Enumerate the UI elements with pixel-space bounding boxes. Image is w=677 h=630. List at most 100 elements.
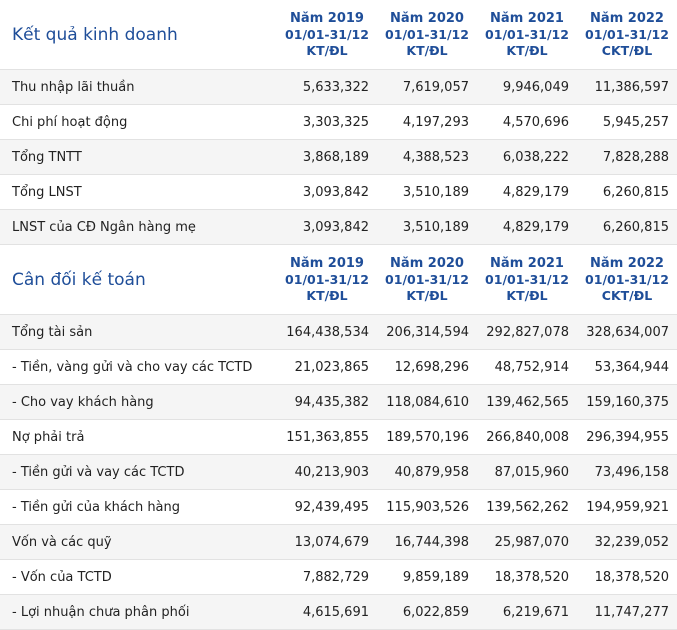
row-value: 5,945,257 [577,104,677,140]
row-value: 18,378,520 [577,559,677,595]
row-value: 296,394,955 [577,419,677,455]
column-header-year: Năm 2019 [290,10,364,26]
row-value: 48,752,914 [477,349,577,385]
table-row: Tổng TNTT 3,868,189 4,388,523 6,038,222 7,82… [0,139,677,175]
row-value: 40,213,903 [277,454,377,490]
table-row: - Cho vay khách hàng 94,435,382 118,084,61… [0,384,677,420]
column-header-period: 01/01-31/12 [485,271,569,287]
column-header-type: KT/ĐL [506,287,548,303]
table-row: - Tiền gửi của khách hàng 92,439,495 115,9… [0,489,677,525]
row-label: - Tiền gửi và vay các TCTD [0,454,277,490]
balance-header-row: Cân đối kế toán Năm 2019 01/01-31/12 KT/ĐL N… [0,244,677,315]
row-value: 9,946,049 [477,69,577,105]
table-row: Nợ phải trả 151,363,855 189,570,196 266,840… [0,419,677,455]
column-header-type: KT/ĐL [506,42,548,58]
row-value: 7,882,729 [277,559,377,595]
row-value: 6,022,859 [377,594,477,630]
row-value: 118,084,610 [377,384,477,420]
row-value: 151,363,855 [277,419,377,455]
row-value: 4,570,696 [477,104,577,140]
column-header-type: CKT/ĐL [601,42,653,58]
row-value: 4,829,179 [477,174,577,210]
table-row: Tổng LNST 3,093,842 3,510,189 4,829,179 6,26… [0,174,677,210]
column-header-type: KT/ĐL [406,42,448,58]
row-value: 139,462,565 [477,384,577,420]
column-header-year: Năm 2022 [590,10,664,26]
column-header: Năm 2019 01/01-31/12 KT/ĐL [277,0,377,70]
row-value: 115,903,526 [377,489,477,525]
row-value: 4,197,293 [377,104,477,140]
table-row: Thu nhập lãi thuần 5,633,322 7,619,057 9,94… [0,69,677,105]
row-value: 6,260,815 [577,209,677,245]
column-header-year: Năm 2020 [390,10,464,26]
table-row: Tổng tài sản 164,438,534 206,314,594 292,82… [0,314,677,350]
row-label: - Cho vay khách hàng [0,384,277,420]
row-value: 6,219,671 [477,594,577,630]
row-value: 16,744,398 [377,524,477,560]
row-value: 94,435,382 [277,384,377,420]
column-header: Năm 2021 01/01-31/12 KT/ĐL [477,0,577,70]
column-header: Năm 2020 01/01-31/12 KT/ĐL [377,244,477,315]
column-header: Năm 2021 01/01-31/12 KT/ĐL [477,244,577,315]
balance-section-title: Cân đối kế toán [0,244,277,315]
row-label: Tổng tài sản [0,314,277,350]
row-value: 21,023,865 [277,349,377,385]
row-value: 164,438,534 [277,314,377,350]
row-value: 53,364,944 [577,349,677,385]
table-row: - Tiền gửi và vay các TCTD 40,213,903 40,8… [0,454,677,490]
column-header: Năm 2022 01/01-31/12 CKT/ĐL [577,244,677,315]
row-value: 9,859,189 [377,559,477,595]
row-value: 6,260,815 [577,174,677,210]
row-label: - Tiền, vàng gửi và cho vay các TCTD [0,349,277,385]
row-value: 3,093,842 [277,209,377,245]
income-header-row: Kết quả kinh doanh Năm 2019 01/01-31/12 KT/… [0,0,677,70]
row-label: - Lợi nhuận chưa phân phối [0,594,277,630]
table-row: - Vốn của TCTD 7,882,729 9,859,189 18,378,5… [0,559,677,595]
column-header-period: 01/01-31/12 [285,26,369,42]
column-header-year: Năm 2022 [590,255,664,271]
table-row: - Lợi nhuận chưa phân phối 4,615,691 6,022… [0,594,677,630]
row-value: 139,562,262 [477,489,577,525]
row-value: 194,959,921 [577,489,677,525]
row-label: Thu nhập lãi thuần [0,69,277,105]
row-value: 4,388,523 [377,139,477,175]
table-row: LNST của CĐ Ngân hàng mẹ 3,093,842 3,510,1… [0,209,677,245]
row-value: 92,439,495 [277,489,377,525]
row-label: Chi phí hoạt động [0,104,277,140]
column-header-year: Năm 2021 [490,10,564,26]
row-value: 6,038,222 [477,139,577,175]
column-header-period: 01/01-31/12 [585,271,669,287]
row-value: 25,987,070 [477,524,577,560]
row-label: - Vốn của TCTD [0,559,277,595]
row-value: 18,378,520 [477,559,577,595]
table-row: Vốn và các quỹ 13,074,679 16,744,398 25,987… [0,524,677,560]
row-value: 159,160,375 [577,384,677,420]
table-row: - Tiền, vàng gửi và cho vay các TCTD 21,0… [0,349,677,385]
row-value: 266,840,008 [477,419,577,455]
column-header-year: Năm 2021 [490,255,564,271]
row-value: 73,496,158 [577,454,677,490]
row-label: Nợ phải trả [0,419,277,455]
row-value: 87,015,960 [477,454,577,490]
row-value: 206,314,594 [377,314,477,350]
row-value: 3,510,189 [377,209,477,245]
row-value: 4,615,691 [277,594,377,630]
column-header-period: 01/01-31/12 [585,26,669,42]
row-value: 13,074,679 [277,524,377,560]
row-value: 3,868,189 [277,139,377,175]
row-label: Tổng LNST [0,174,277,210]
row-value: 5,633,322 [277,69,377,105]
column-header-year: Năm 2020 [390,255,464,271]
row-value: 292,827,078 [477,314,577,350]
row-value: 3,093,842 [277,174,377,210]
row-label: Tổng TNTT [0,139,277,175]
column-header: Năm 2020 01/01-31/12 KT/ĐL [377,0,477,70]
row-value: 3,303,325 [277,104,377,140]
column-header-period: 01/01-31/12 [385,271,469,287]
column-header-type: KT/ĐL [406,287,448,303]
row-value: 40,879,958 [377,454,477,490]
row-value: 7,828,288 [577,139,677,175]
column-header-period: 01/01-31/12 [485,26,569,42]
column-header-year: Năm 2019 [290,255,364,271]
